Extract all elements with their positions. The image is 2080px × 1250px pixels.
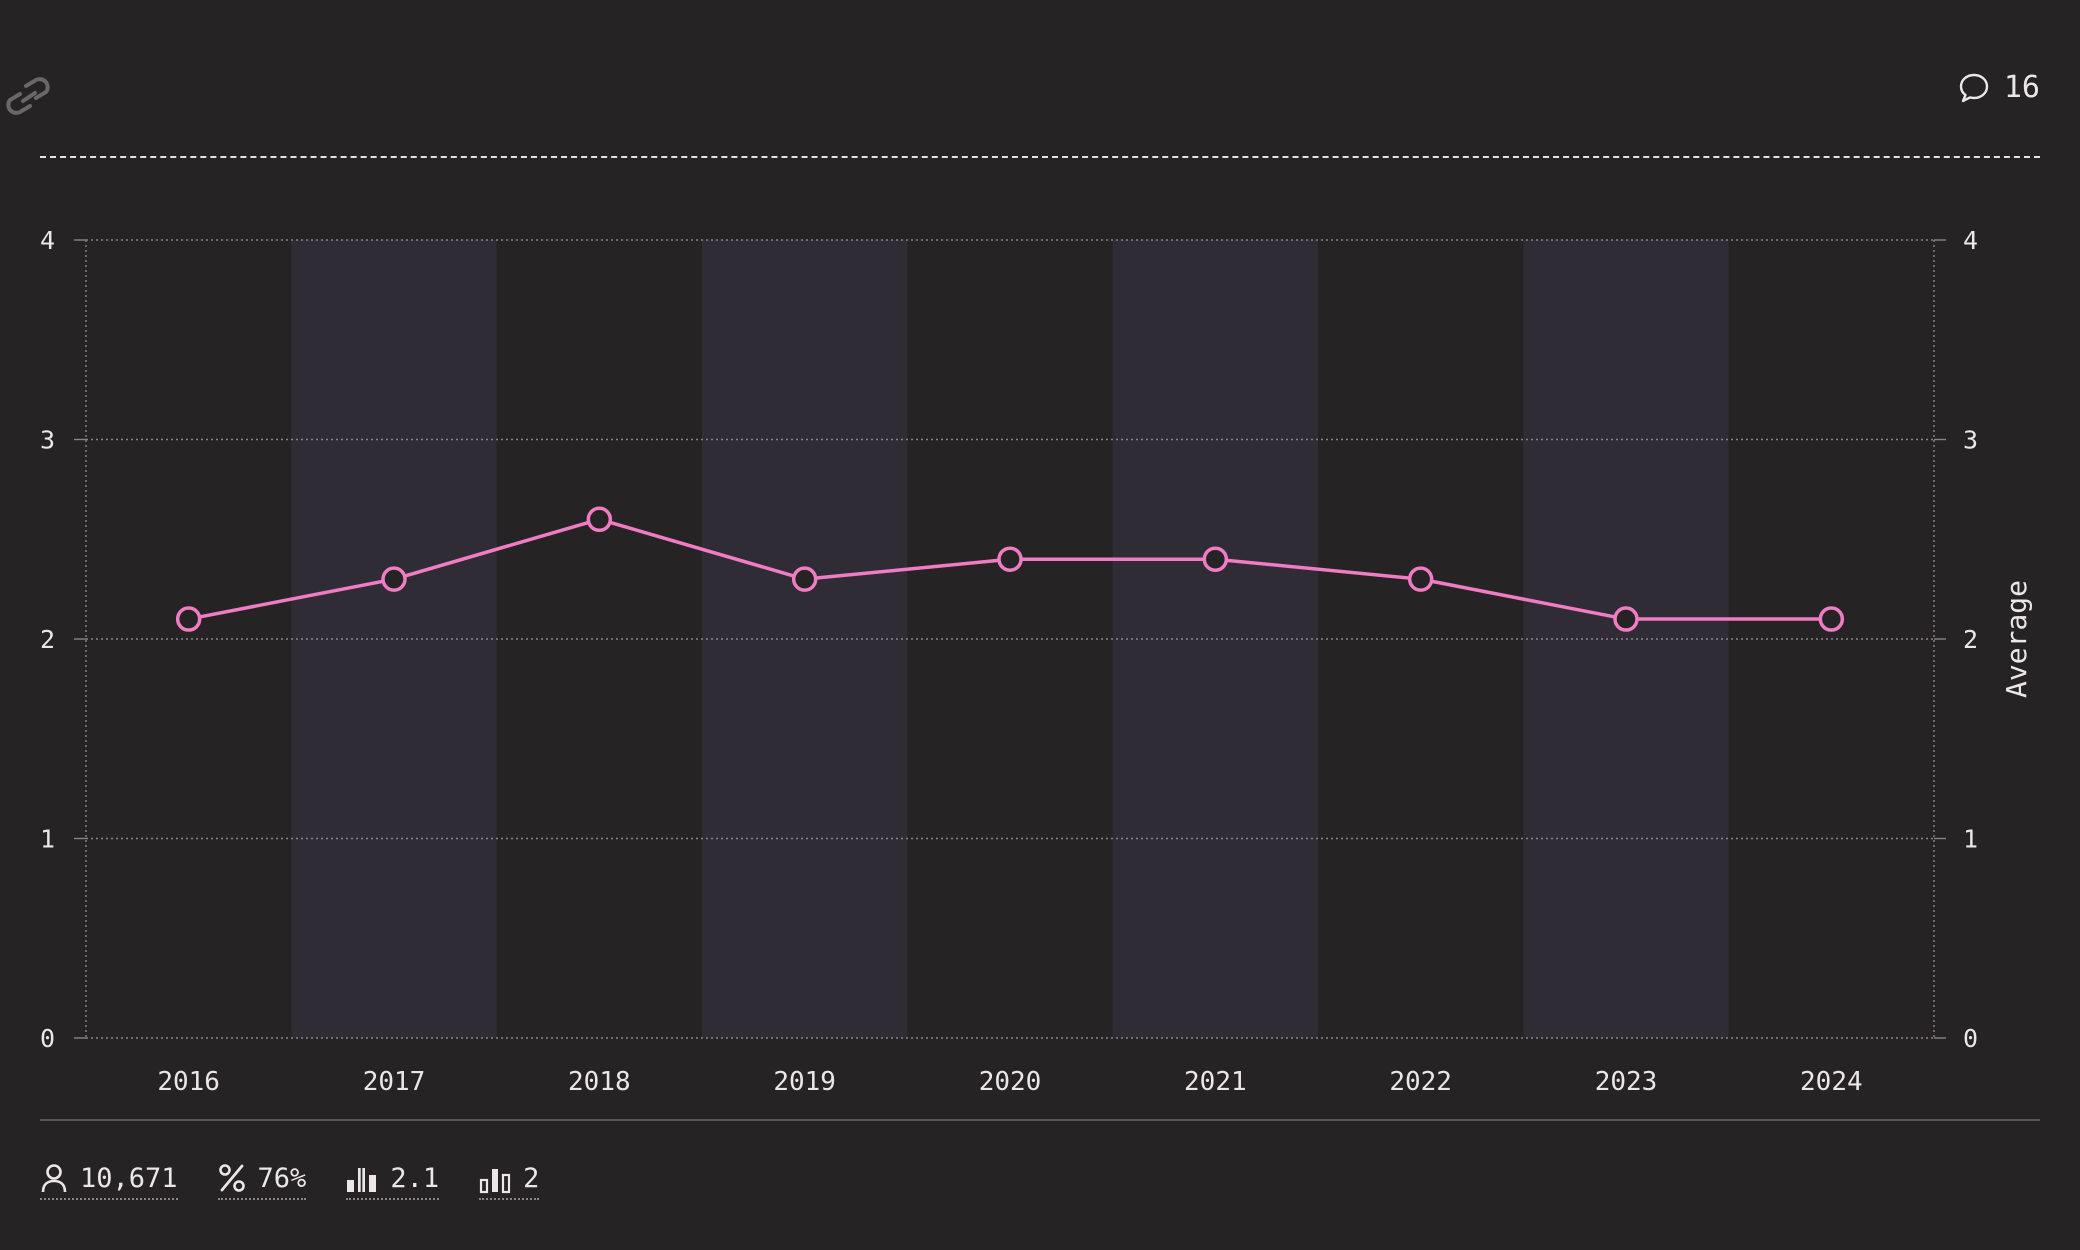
bottom-divider	[40, 1119, 2040, 1121]
x-tick-label: 2019	[773, 1067, 836, 1097]
chart-header: 16	[6, 60, 2040, 120]
bar-median-icon	[480, 1169, 511, 1194]
x-tick-label: 2023	[1595, 1067, 1658, 1097]
stat-average[interactable]: 2.1	[346, 1162, 440, 1200]
y-tick-label-right: 3	[1963, 426, 1978, 455]
y-tick-label-right: 1	[1963, 825, 1978, 854]
data-point	[1818, 606, 1845, 632]
x-tick-label: 2021	[1184, 1067, 1247, 1097]
data-point	[1613, 606, 1639, 632]
y-tick-label-left: 2	[40, 625, 55, 654]
y-tick-label-left: 4	[40, 226, 55, 255]
data-point	[1407, 566, 1434, 592]
line-chart: 0 0 1 1 2 2 3 3 4 4 2016 2017 2018 2019 2020 2021 2022 20…	[40, 226, 2033, 1097]
data-point	[586, 506, 613, 533]
x-tick-label: 2024	[1800, 1067, 1863, 1097]
x-tick-label: 2022	[1389, 1067, 1452, 1097]
stat-average-value: 2.1	[390, 1162, 440, 1194]
data-point	[791, 566, 818, 592]
stat-percent-value: 76%	[257, 1162, 307, 1194]
x-tick-label: 2016	[157, 1067, 220, 1097]
stat-respondents[interactable]: 10,671	[40, 1163, 178, 1200]
link-icon[interactable]	[0, 76, 60, 116]
bar-average-icon	[347, 1163, 377, 1193]
data-point	[381, 566, 407, 592]
stat-median-value: 2	[523, 1162, 540, 1194]
comment-count[interactable]: 16	[1958, 70, 2040, 105]
y-axis-label: Average	[2000, 580, 2033, 698]
x-tick-label: 2017	[363, 1067, 426, 1097]
stats-bar: 10,671 76% 2.1 2	[40, 1162, 540, 1200]
stat-respondents-value: 10,671	[80, 1162, 178, 1194]
y-tick-label-right: 0	[1963, 1024, 1978, 1053]
y-tick-label-right: 4	[1963, 226, 1978, 255]
stat-median[interactable]: 2	[479, 1162, 540, 1200]
data-point	[997, 546, 1023, 572]
y-tick-label-left: 3	[40, 426, 55, 455]
y-tick-label-right: 2	[1963, 625, 1978, 654]
percent-icon	[218, 1164, 245, 1192]
speech-bubble-icon	[1959, 73, 1989, 102]
x-tick-label: 2018	[568, 1067, 631, 1097]
person-icon	[41, 1164, 67, 1193]
y-tick-label-left: 0	[40, 1024, 55, 1053]
y-tick-label-left: 1	[40, 825, 55, 854]
top-divider	[40, 156, 2040, 158]
stat-percent[interactable]: 76%	[217, 1162, 307, 1200]
data-point	[175, 606, 202, 632]
data-point	[1202, 546, 1229, 572]
comment-count-value: 16	[2003, 70, 2040, 105]
x-tick-label: 2020	[979, 1067, 1042, 1097]
